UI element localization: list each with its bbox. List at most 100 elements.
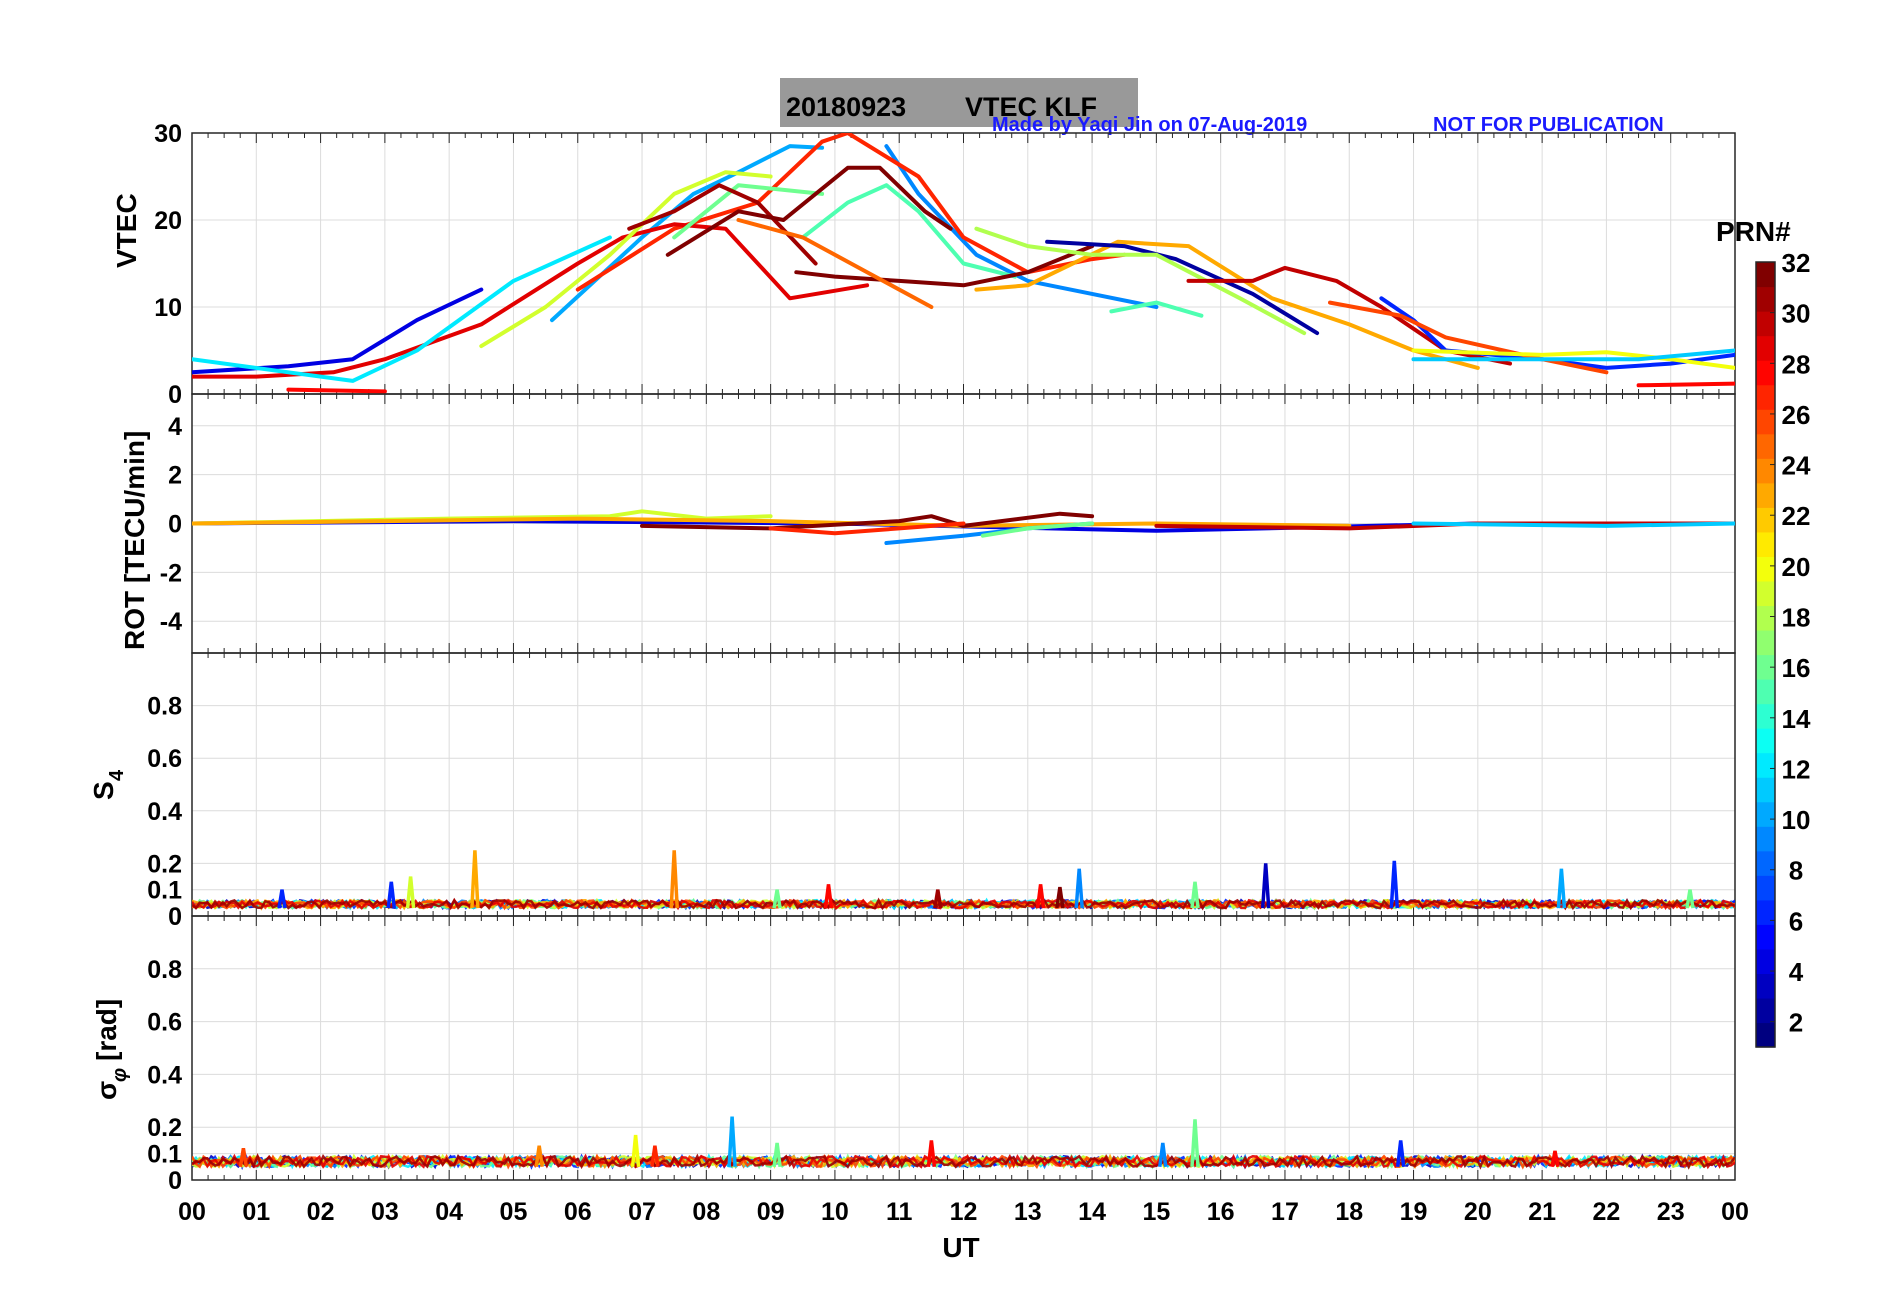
series-prn-26 [1328, 300, 1609, 375]
colorbar-segment [1756, 679, 1775, 705]
colorbar-tick-label: 28 [1782, 349, 1811, 379]
svg-text:4: 4 [106, 769, 128, 781]
x-tick-label: 00 [1721, 1198, 1749, 1226]
sigphi-ytick-label: 0.2 [147, 1114, 182, 1142]
spike-prn-24 [534, 1145, 544, 1168]
s4-ylabel: S 4 [88, 769, 128, 800]
series-prn-23 [974, 239, 1480, 370]
spike-prn-26 [238, 1148, 249, 1168]
colorbar-tick-label: 10 [1782, 805, 1811, 835]
vtec-ylabel: VTEC [111, 193, 142, 268]
rot-ytick-label: 2 [168, 462, 182, 490]
series-prn-27 [768, 521, 966, 536]
title-text: VTEC KLF [965, 92, 1097, 122]
x-tick-label: 11 [886, 1198, 913, 1226]
colorbar-segment [1756, 997, 1775, 1024]
rot-panel: 4 2 0 -2 -4 [160, 393, 1736, 654]
series-prn-11 [1411, 521, 1735, 528]
x-tick-label: 13 [1014, 1198, 1042, 1226]
spike-prn-28 [823, 884, 834, 909]
spike-prn-3 [1260, 863, 1271, 909]
colorbar-segment [1756, 262, 1775, 288]
colorbar-segment [1756, 826, 1775, 852]
spike-prn-9 [1158, 1142, 1168, 1168]
spike-prn-28 [1035, 884, 1046, 909]
s4-series-group [192, 850, 1735, 911]
spike-prn-16 [1685, 889, 1695, 909]
spike-prn-20 [630, 1134, 641, 1167]
vtec-ytick-label: 10 [154, 294, 182, 322]
rot-ytick-label: 0 [168, 511, 182, 539]
noise-trace-prn-31 [192, 897, 1735, 911]
colorbar-segment [1756, 433, 1775, 459]
colorbar-segment [1756, 335, 1775, 361]
sigphi-series-group [192, 1116, 1735, 1171]
sigphi-ytick-label: 0.4 [147, 1061, 182, 1089]
sigphi-ytick-label: 0.6 [147, 1009, 182, 1037]
x-tick-label: 21 [1528, 1198, 1556, 1226]
series-prn-15 [1109, 300, 1204, 318]
x-tick-label: 18 [1335, 1198, 1363, 1226]
colorbar-tick-label: 22 [1782, 501, 1811, 531]
sigphi-axes-frame [191, 915, 1736, 1181]
spike-prn-28 [926, 1140, 937, 1167]
colorbar-tick-label: 12 [1782, 754, 1811, 784]
rot-series-group [192, 509, 1735, 545]
spike-prn-9 [1074, 868, 1084, 909]
colorbar-segment [1756, 482, 1775, 508]
spike-prn-32 [1055, 886, 1065, 909]
colorbar-tick-label: 6 [1789, 906, 1803, 936]
s4-ytick-label: 0.4 [147, 798, 182, 826]
spike-prn-10 [1556, 868, 1567, 909]
x-tick-label: 01 [242, 1198, 270, 1226]
colorbar-segment [1756, 605, 1775, 631]
x-tick-label: 19 [1400, 1198, 1428, 1226]
spike-prn-16 [772, 1142, 782, 1168]
spike-prn-28 [1550, 1150, 1560, 1168]
colorbar-segment [1756, 899, 1775, 925]
series-prn-28 [286, 387, 387, 394]
rot-ytick-label: -4 [160, 608, 182, 636]
spike-prn-16 [1190, 881, 1200, 909]
series-prn-27 [575, 133, 1127, 292]
x-tick-label: 00 [178, 1198, 206, 1226]
spike-prn-27 [650, 1145, 660, 1168]
colorbar-tick-label: 4 [1789, 957, 1804, 987]
x-tick-label: 17 [1271, 1198, 1299, 1226]
vtec-ytick-label: 30 [154, 120, 182, 148]
credit-text: Made by Yaqi Jin on 07-Aug-2019 [992, 114, 1307, 136]
x-tick-label: 02 [307, 1198, 335, 1226]
spike-prn-31 [933, 889, 943, 909]
s4-ytick-label: 0 [168, 903, 182, 931]
spike-prn-16 [1190, 1119, 1200, 1167]
series-prn-15 [800, 183, 1017, 279]
spike-prn-6 [277, 889, 287, 909]
s4-ytick-label: 0.2 [147, 850, 182, 878]
noise-trace-prn-31 [192, 1153, 1735, 1170]
colorbar-segment [1756, 531, 1775, 557]
colorbar-segment [1756, 1022, 1775, 1048]
s4-ytick-label: 0.6 [147, 745, 182, 773]
x-tick-label: 14 [1078, 1198, 1106, 1226]
title-box [780, 78, 1138, 127]
spike-prn-24 [669, 850, 679, 909]
sigphi-ytick-label: 0.1 [147, 1141, 182, 1169]
x-tick-label: 23 [1657, 1198, 1685, 1226]
colorbar-tick-label: 26 [1782, 400, 1811, 430]
vtec-ytick-label: 0 [168, 381, 182, 409]
x-axis-label: UT [942, 1232, 979, 1263]
series-prn-10 [550, 144, 825, 323]
rot-ytick-label: 4 [168, 413, 182, 441]
spike-prn-10 [727, 1116, 737, 1167]
series-prn-11 [1411, 348, 1735, 362]
colorbar-tick-label: 30 [1782, 299, 1811, 329]
x-tick-label: 09 [757, 1198, 785, 1226]
colorbar-segment [1756, 507, 1775, 533]
colorbar-segment [1756, 973, 1775, 999]
colorbar-segment [1756, 948, 1775, 975]
sigphi-ylabel: σ φ [rad] [91, 999, 131, 1100]
vtec-ytick-label: 20 [154, 207, 182, 235]
vtec-panel: 0 10 20 30 [154, 120, 1736, 409]
svg-text:S: S [88, 781, 119, 800]
